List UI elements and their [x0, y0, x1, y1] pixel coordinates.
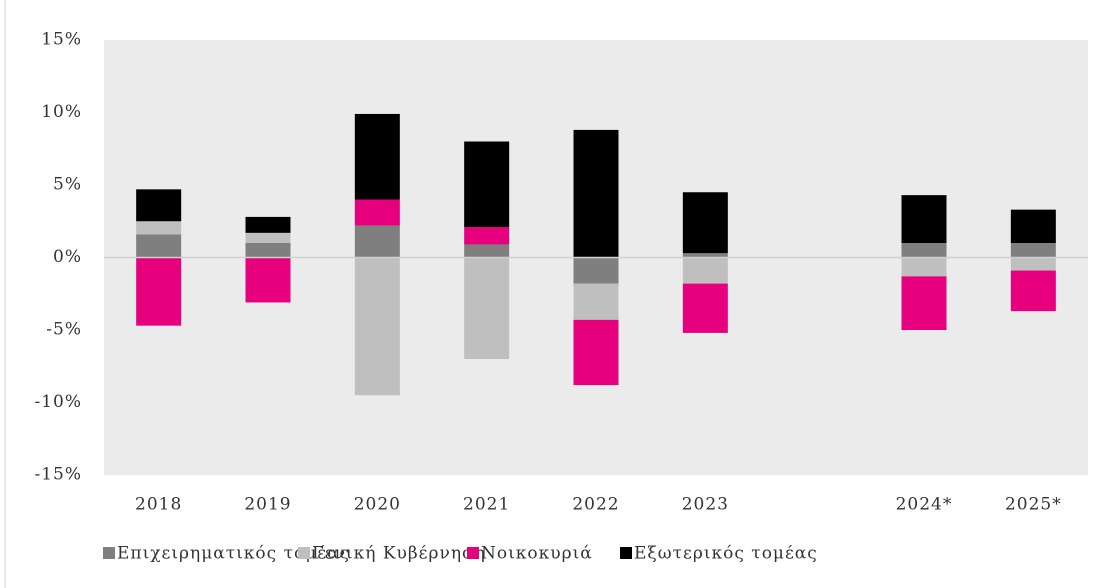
bar-segment: [901, 276, 947, 330]
bar-segment: [136, 257, 182, 326]
x-tick-label: 2021: [463, 495, 510, 515]
y-tick-label: 0%: [53, 247, 82, 267]
legend-label: Νοικοκυριά: [481, 544, 593, 564]
bar-segment: [573, 283, 619, 320]
bar-segment: [1010, 209, 1056, 243]
bar-segment: [901, 243, 947, 258]
bar-segment: [1010, 270, 1056, 312]
bar-segment: [682, 192, 728, 254]
y-tick-label: -10%: [34, 392, 82, 412]
bar-segment: [245, 232, 291, 243]
x-tick-label: 2023: [682, 495, 729, 515]
bar-segment: [682, 253, 728, 258]
bar-segment: [1010, 257, 1056, 271]
bar-segment: [354, 199, 400, 226]
legend-swatch: [298, 547, 310, 559]
bar-segment: [245, 257, 291, 303]
bar-segment: [682, 257, 728, 284]
x-tick-label: 2025*: [1005, 495, 1062, 515]
bar-segment: [573, 129, 619, 258]
x-tick-label: 2020: [354, 495, 401, 515]
bar-segment: [136, 234, 182, 258]
bar-segment: [573, 257, 619, 284]
bar-segment: [682, 283, 728, 333]
bar-segment: [1010, 243, 1056, 258]
x-tick-label: 2024*: [896, 495, 953, 515]
x-tick-label: 2018: [135, 495, 182, 515]
bar-segment: [354, 225, 400, 258]
bar-segment: [136, 221, 182, 235]
legend-swatch: [467, 547, 479, 559]
bar-segment: [901, 257, 947, 277]
bar-segment: [464, 141, 510, 228]
bar-segment: [464, 244, 510, 258]
bar-segment: [464, 227, 510, 245]
bar-segment: [354, 257, 400, 396]
bar-segment: [354, 113, 400, 200]
legend-swatch: [620, 547, 632, 559]
y-tick-label: 10%: [41, 102, 82, 122]
legend-label: Εξωτερικός τομέας: [634, 544, 818, 564]
y-tick-label: -15%: [34, 465, 82, 485]
legend-swatch: [103, 547, 115, 559]
legend-label: Γενική Κυβέρνηση: [312, 544, 486, 564]
x-tick-label: 2022: [572, 495, 619, 515]
bar-segment: [464, 257, 510, 359]
y-tick-label: -5%: [46, 320, 82, 340]
bar-segment: [245, 216, 291, 233]
bar-segment: [901, 195, 947, 243]
x-tick-label: 2019: [244, 495, 291, 515]
bar-segment: [245, 243, 291, 258]
y-tick-label: 5%: [53, 175, 82, 195]
legend-label: Επιχειρηματικός τομέας: [117, 544, 350, 564]
y-tick-label: 15%: [41, 30, 82, 50]
bar-segment: [136, 189, 182, 222]
bar-segment: [573, 319, 619, 386]
